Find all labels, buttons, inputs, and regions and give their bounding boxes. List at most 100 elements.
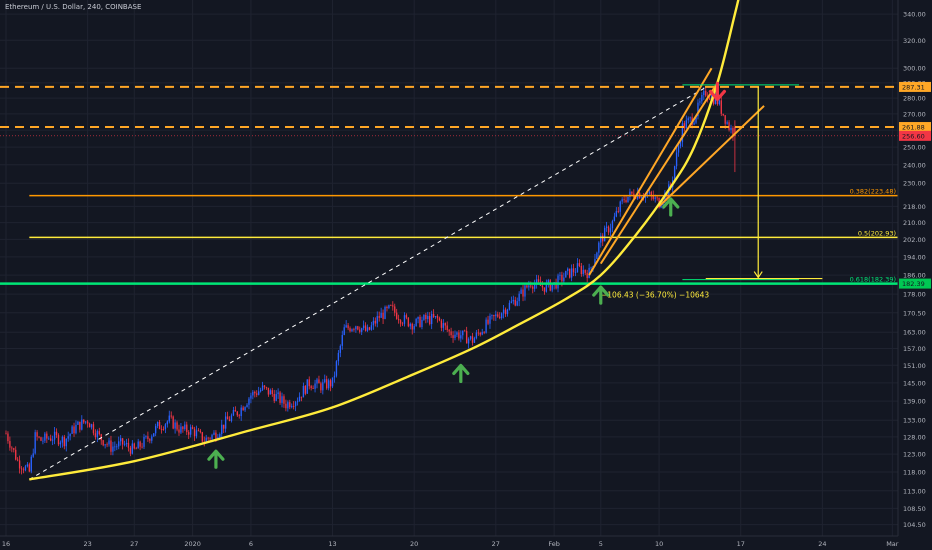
candle-body [522, 289, 524, 297]
candle-body [401, 323, 404, 325]
candle-body [399, 320, 402, 324]
candle-body [734, 126, 736, 136]
candle-body [572, 268, 575, 273]
fib-label: 0.618(182.39) [850, 276, 896, 284]
candle-body [281, 396, 283, 403]
candle-body [59, 442, 62, 445]
up-arrow-icon [662, 197, 680, 217]
candle-body [191, 427, 194, 429]
price-tick-label: 218.00 [903, 203, 926, 211]
candle-body [116, 446, 118, 448]
candle-body [446, 325, 448, 330]
candle-body [396, 312, 398, 319]
candle-body [197, 430, 200, 432]
candle-body [234, 409, 237, 412]
candle-body [42, 440, 44, 442]
candle-body [287, 402, 289, 409]
candle-body [388, 305, 390, 309]
candle-body [292, 406, 295, 407]
candle-body [22, 469, 25, 471]
candle-body [219, 434, 221, 438]
candle-body [594, 258, 596, 267]
candle-body [94, 433, 97, 438]
candle-body [568, 268, 571, 278]
candle-body [609, 228, 612, 233]
candle-body [547, 280, 549, 283]
price-tick-label: 133.00 [903, 417, 926, 425]
candle-body [104, 444, 106, 446]
candle-body [265, 387, 268, 388]
candle-body [359, 329, 361, 332]
candle-body [24, 466, 27, 471]
candle-body [602, 235, 604, 242]
candle-body [98, 431, 100, 435]
candle-body [51, 439, 54, 441]
candle-body [397, 318, 400, 321]
candle-body [537, 279, 540, 282]
candle-body [275, 394, 277, 401]
candle-body [302, 385, 305, 398]
candle-body [335, 361, 338, 376]
price-tag-label: 256.60 [902, 132, 925, 140]
candle-body [689, 117, 691, 119]
candle-body [654, 197, 656, 199]
candle-body [154, 426, 157, 434]
candle-body [81, 419, 83, 430]
candle-body [38, 436, 40, 438]
candle-body [701, 95, 703, 102]
candle-body [675, 152, 678, 167]
trend-line [599, 82, 719, 265]
candle-body [261, 385, 264, 390]
fib-label: 0.382(223.48) [850, 188, 896, 196]
candle-body [75, 424, 77, 434]
price-tick-label: 270.00 [903, 110, 926, 118]
candle-body [215, 432, 217, 440]
candle-body [119, 438, 122, 442]
candle-body [79, 421, 81, 430]
candle-body [728, 122, 730, 130]
trend-line [658, 105, 765, 208]
candle-body [20, 468, 23, 470]
candle-body [114, 446, 116, 448]
candle-body [648, 191, 651, 194]
dashed-trendline [29, 86, 706, 480]
candle-body [312, 387, 314, 389]
candle-body [567, 268, 569, 271]
candle-body [314, 383, 316, 389]
candle-body [18, 460, 21, 469]
candle-body [44, 433, 46, 441]
time-tick-label: 27 [492, 540, 500, 548]
candle-body [442, 323, 445, 328]
candle-body [534, 283, 536, 289]
candle-body [77, 421, 79, 425]
price-tick-label: 145.00 [903, 379, 926, 387]
candle-body [479, 333, 481, 335]
candle-body [584, 269, 586, 273]
candle-body [30, 456, 32, 472]
candle-body [242, 407, 244, 411]
candle-body [563, 277, 565, 282]
time-tick-label: 13 [328, 540, 336, 548]
candle-body [193, 428, 196, 437]
candle-body [184, 424, 186, 430]
candle-body [279, 392, 281, 403]
candle-body [224, 416, 227, 429]
candle-body [681, 123, 684, 143]
candle-body [195, 430, 198, 437]
candle-body [603, 227, 606, 242]
candle-body [320, 383, 322, 391]
candle-body [549, 280, 551, 291]
candle-body [596, 252, 598, 259]
candle-body [366, 327, 369, 331]
candle-body [508, 302, 511, 310]
candle-body [467, 338, 470, 344]
candle-body [673, 166, 676, 181]
candle-body [524, 285, 526, 297]
candle-body [570, 268, 573, 278]
candle-body [693, 122, 695, 125]
candle-body [102, 440, 104, 446]
candle-body [182, 426, 184, 430]
candle-body [448, 329, 450, 332]
